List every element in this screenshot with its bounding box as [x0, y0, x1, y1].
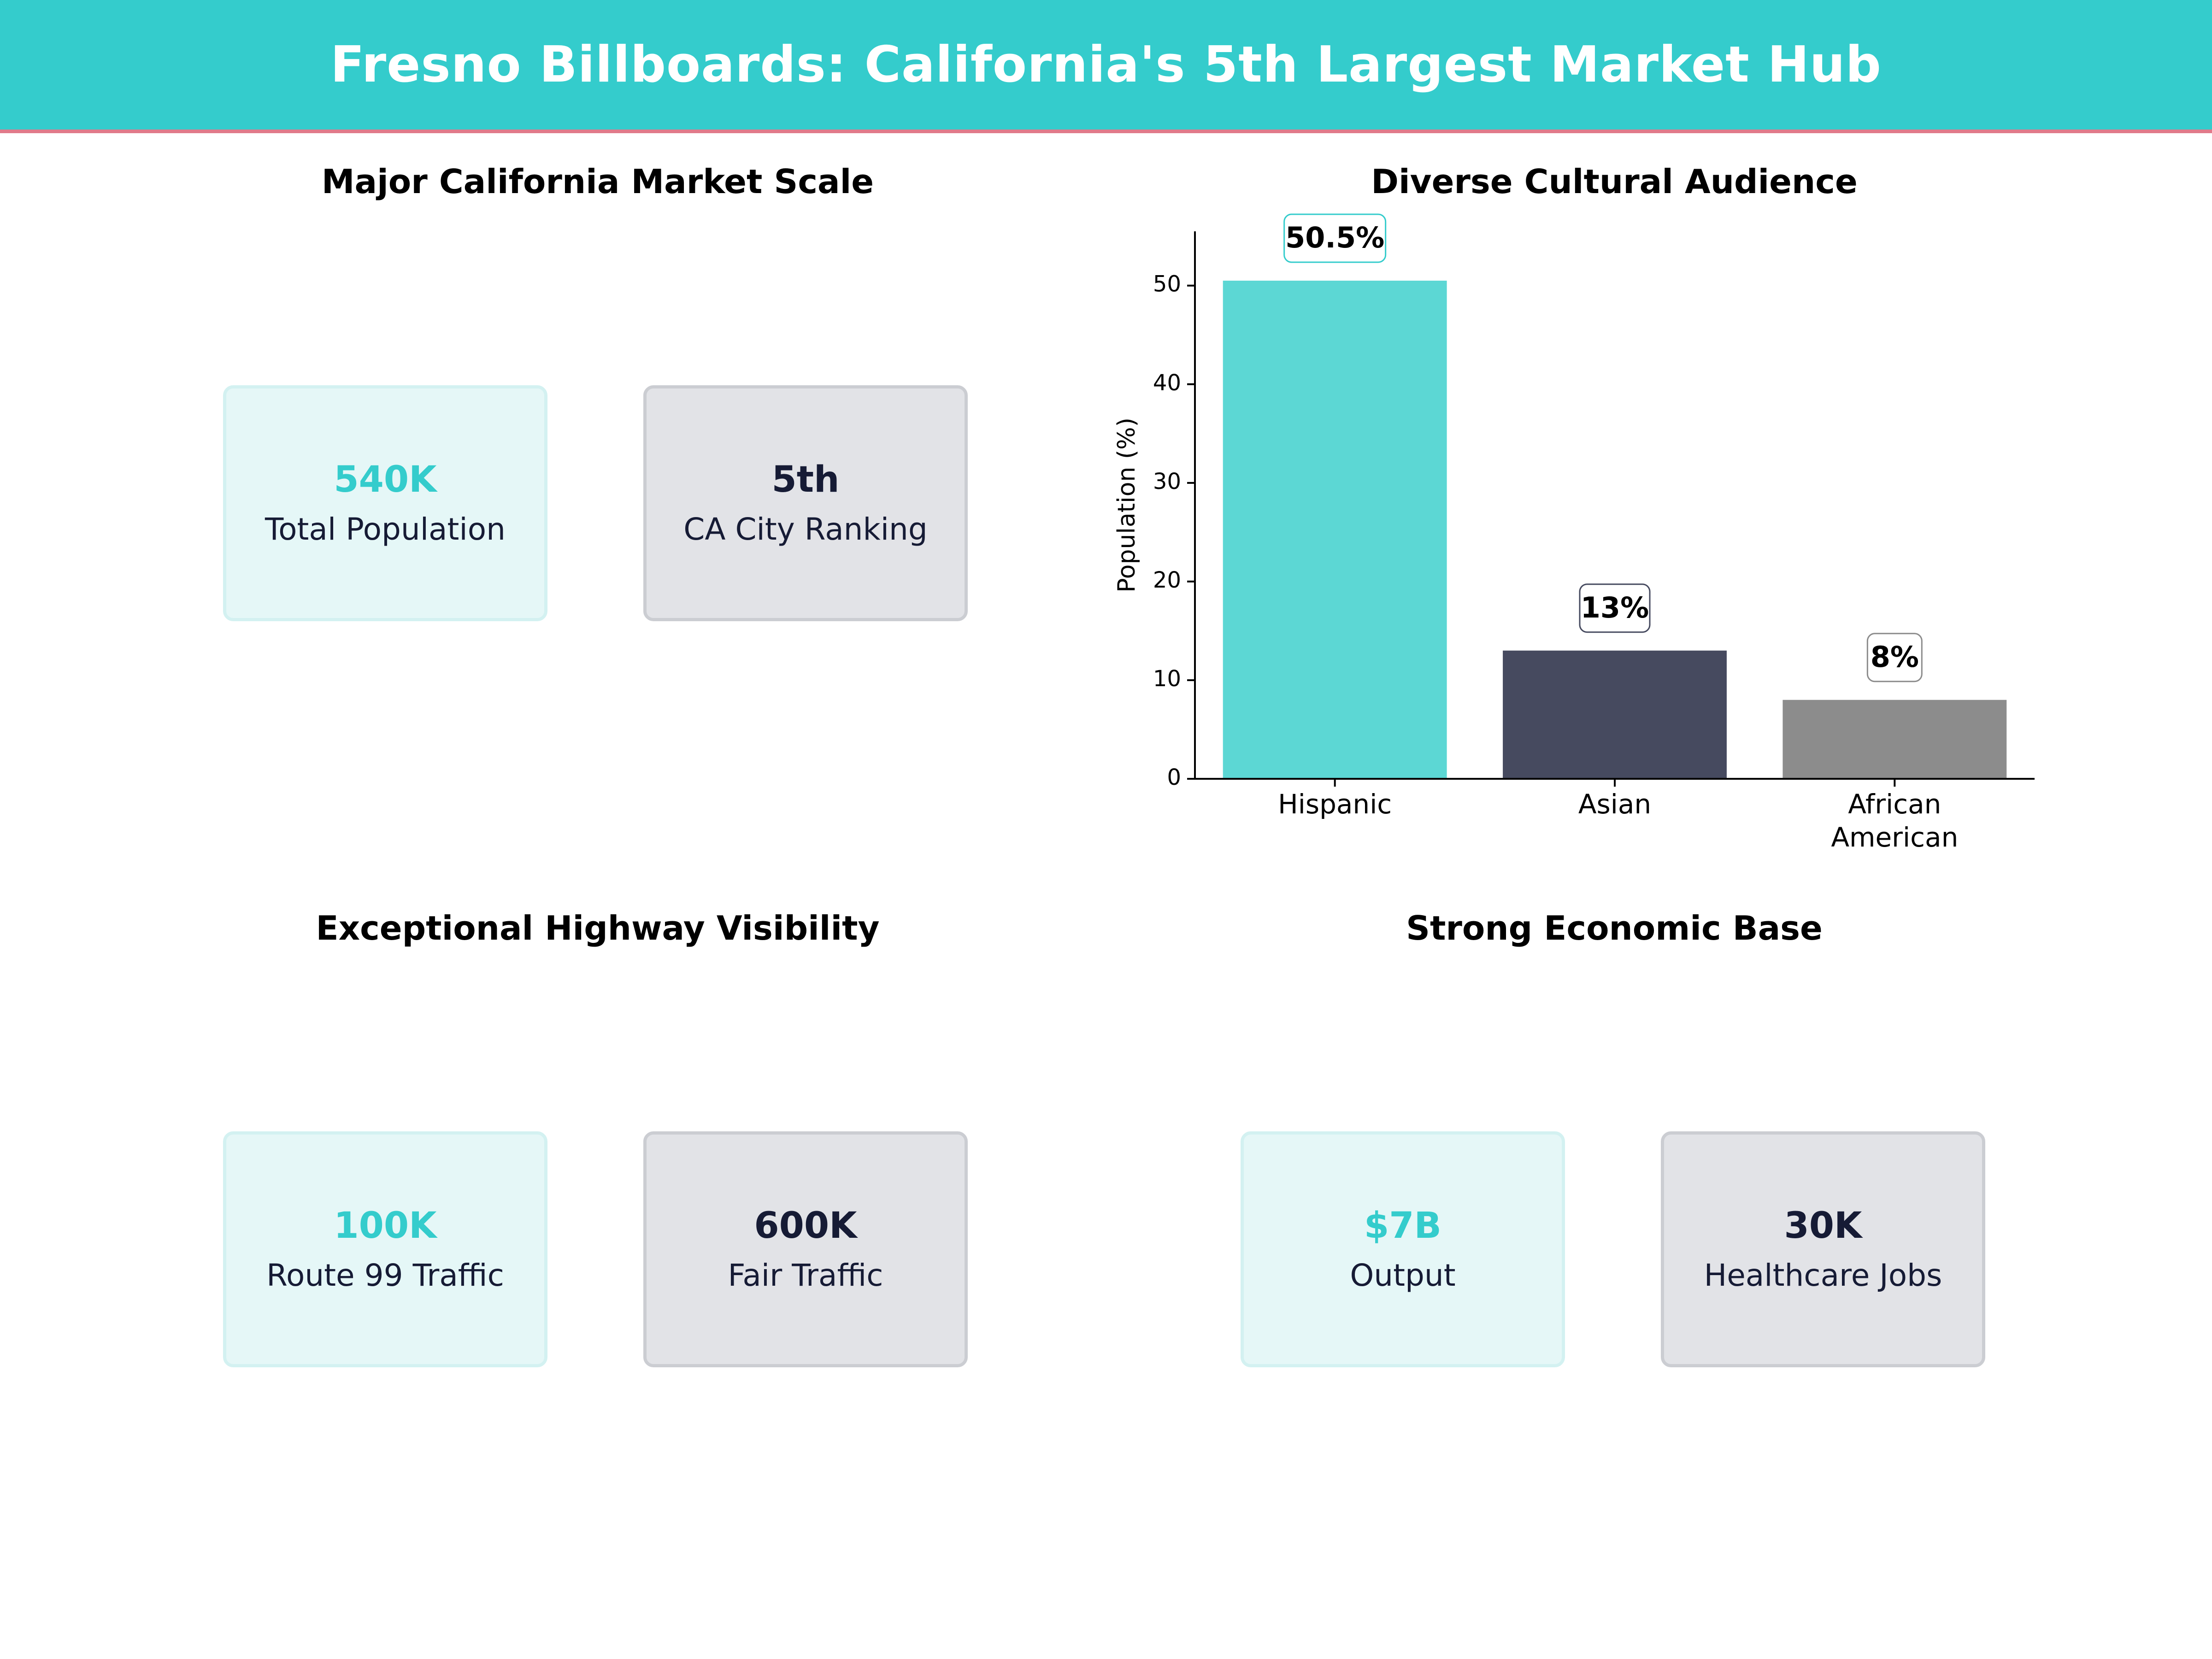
data-label-box — [1866, 633, 1923, 682]
audience-bar-chart: 0 10 20 30 40 50 Population (%) Hispanic 50.5% As… — [1113, 213, 2035, 853]
fair-traffic-card: 600K Fair Traffic — [643, 1131, 968, 1367]
healthcare-jobs-card: 30K Healthcare Jobs — [1661, 1131, 1985, 1367]
population-card: 540K Total Population — [223, 385, 547, 621]
x-tick-label: Asian — [1578, 788, 1651, 820]
bar — [1223, 281, 1447, 779]
city-ranking-label: CA City Ranking — [683, 512, 928, 547]
data-label: 50.5% — [1285, 221, 1384, 254]
route99-value: 100K — [334, 1205, 437, 1247]
fair-traffic-value: 600K — [754, 1205, 857, 1247]
data-label: 13% — [1581, 591, 1649, 624]
data-label-box — [1579, 583, 1651, 633]
population-value: 540K — [334, 459, 437, 500]
output-value: $7B — [1364, 1205, 1441, 1247]
y-tick-label: 10 — [1153, 666, 1181, 692]
y-tick-label: 30 — [1153, 469, 1181, 494]
route99-card: 100K Route 99 Traffic — [223, 1131, 547, 1367]
y-tick-label: 40 — [1153, 370, 1181, 396]
x-tick-label: Hispanic — [1278, 788, 1392, 820]
city-ranking-value: 5th — [771, 459, 840, 500]
y-axis-label: Population (%) — [1113, 418, 1141, 593]
route99-label: Route 99 Traffic — [266, 1258, 504, 1293]
market-scale-title: Major California Market Scale — [321, 162, 874, 201]
output-card: $7B Output — [1241, 1131, 1565, 1367]
x-tick-label: African American — [1831, 788, 1958, 853]
economy-title: Strong Economic Base — [1406, 909, 1823, 947]
y-tick-label: 50 — [1153, 271, 1181, 297]
fair-traffic-label: Fair Traffic — [728, 1258, 883, 1293]
bar — [1783, 700, 2007, 779]
bar — [1503, 650, 1727, 779]
data-label-box — [1283, 213, 1387, 263]
y-tick-label: 0 — [1167, 765, 1181, 790]
data-label: 8% — [1871, 640, 1919, 674]
population-label: Total Population — [265, 512, 506, 547]
city-ranking-card: 5th CA City Ranking — [643, 385, 968, 621]
healthcare-jobs-label: Healthcare Jobs — [1704, 1258, 1942, 1293]
audience-chart-title: Diverse Cultural Audience — [1371, 162, 1858, 201]
header-banner: Fresno Billboards: California's 5th Larg… — [0, 0, 2212, 133]
highway-title: Exceptional Highway Visibility — [316, 909, 880, 947]
page-title: Fresno Billboards: California's 5th Larg… — [330, 36, 1882, 94]
healthcare-jobs-value: 30K — [1784, 1205, 1862, 1247]
output-label: Output — [1350, 1258, 1456, 1293]
y-tick-label: 20 — [1153, 567, 1181, 593]
